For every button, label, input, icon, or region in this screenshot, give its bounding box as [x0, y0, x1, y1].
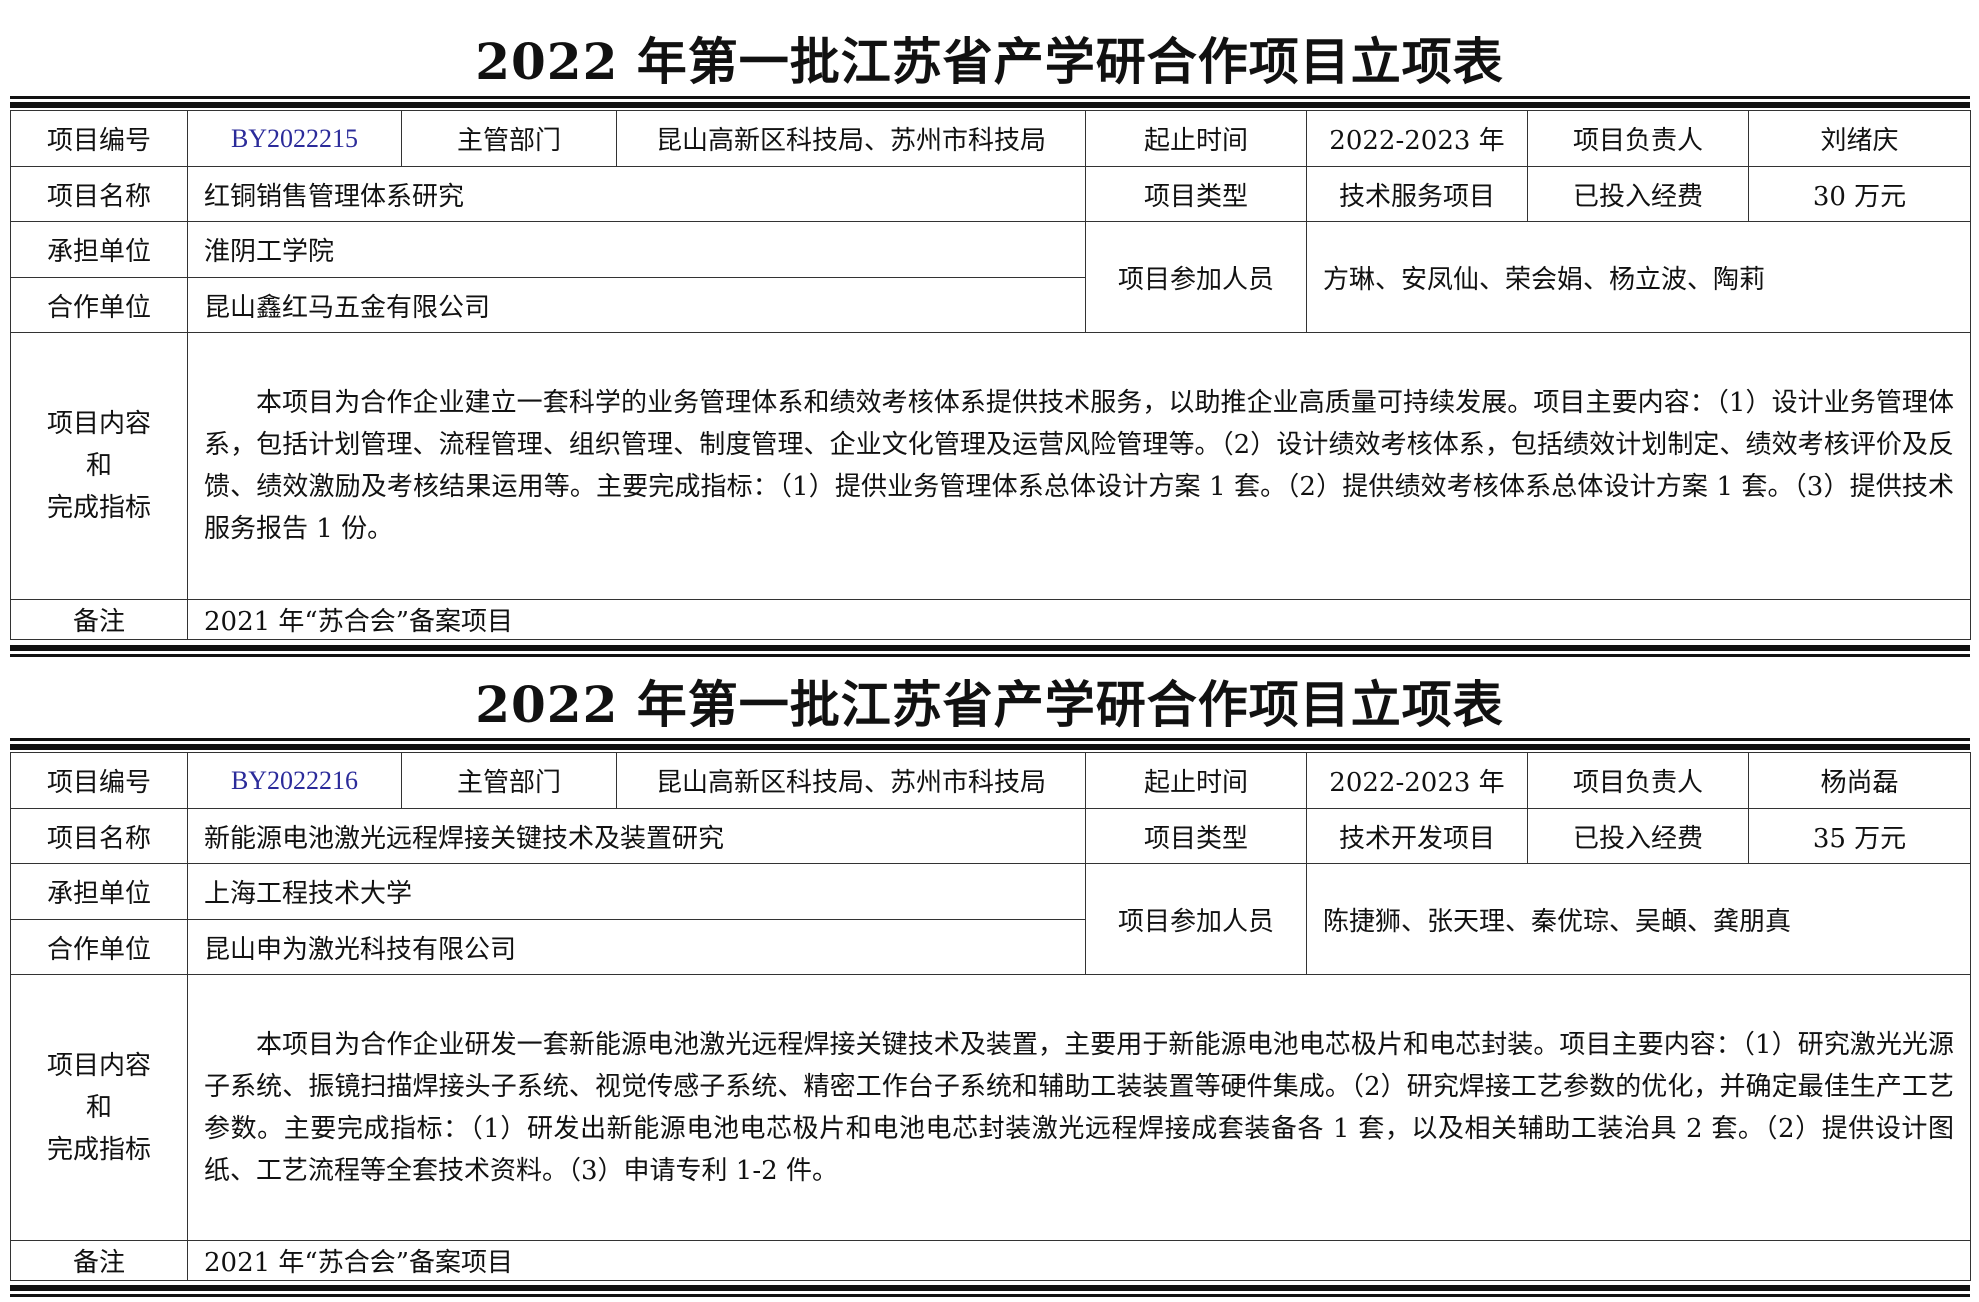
project-table: 项目编号 BY2022215 主管部门 昆山高新区科技局、苏州市科技局 起止时间…: [10, 110, 1971, 640]
label-content-line3: 完成指标: [46, 1134, 151, 1165]
label-partner: 合作单位: [10, 277, 188, 333]
type-value: 技术开发项目: [1306, 808, 1528, 864]
row-basic-info: 项目编号 BY2022216 主管部门 昆山高新区科技局、苏州市科技局 起止时间…: [10, 752, 1971, 809]
label-department: 主管部门: [401, 110, 617, 167]
leader-value: 刘绪庆: [1748, 110, 1971, 167]
row-content: 项目内容 和 完成指标 本项目为合作企业研发一套新能源电池激光远程焊接关键技术及…: [10, 974, 1971, 1241]
label-name: 项目名称: [10, 808, 188, 864]
funding-value: 35 万元: [1748, 808, 1971, 864]
period-value: 2022-2023 年: [1306, 110, 1528, 167]
label-undertaker: 承担单位: [10, 863, 188, 920]
label-leader: 项目负责人: [1527, 110, 1749, 167]
project-code: BY2022215: [187, 110, 402, 167]
participants-value: 方琳、安凤仙、荣会娟、杨立波、陶莉: [1306, 221, 1971, 333]
type-value: 技术服务项目: [1306, 166, 1528, 222]
bottom-double-rule: [10, 645, 1970, 657]
label-content-line3: 完成指标: [46, 493, 151, 523]
undertaker-value: 淮阴工学院: [187, 221, 1086, 278]
row-remark: 备注 2021 年“苏合会”备案项目: [10, 599, 1971, 640]
partner-value: 昆山鑫红马五金有限公司: [187, 277, 1086, 333]
label-period: 起止时间: [1085, 110, 1307, 167]
row-undertaker: 承担单位 上海工程技术大学 项目参加人员 陈捷狮、张天理、秦优琮、吴頔、龚朋真: [10, 863, 1971, 975]
label-remark: 备注: [10, 599, 188, 640]
partner-value: 昆山申为激光科技有限公司: [187, 919, 1086, 975]
label-department: 主管部门: [401, 752, 617, 809]
row-content: 项目内容 和 完成指标 本项目为合作企业建立一套科学的业务管理体系和绩效考核体系…: [10, 332, 1971, 600]
label-content: 项目内容 和 完成指标: [10, 332, 188, 600]
department-value: 昆山高新区科技局、苏州市科技局: [616, 110, 1086, 167]
row-remark: 备注 2021 年“苏合会”备案项目: [10, 1240, 1971, 1281]
label-code: 项目编号: [10, 752, 188, 809]
project-name: 新能源电池激光远程焊接关键技术及装置研究: [187, 808, 1086, 864]
project-code: BY2022216: [187, 752, 402, 809]
project-name: 红铜销售管理体系研究: [187, 166, 1086, 222]
label-remark: 备注: [10, 1240, 188, 1281]
label-leader: 项目负责人: [1527, 752, 1749, 809]
project-table: 项目编号 BY2022216 主管部门 昆山高新区科技局、苏州市科技局 起止时间…: [10, 752, 1971, 1281]
period-value: 2022-2023 年: [1306, 752, 1528, 809]
top-double-rule: [10, 96, 1970, 108]
remark-value: 2021 年“苏合会”备案项目: [187, 599, 1971, 640]
label-participants: 项目参加人员: [1085, 221, 1307, 333]
leader-value: 杨尚磊: [1748, 752, 1971, 809]
label-participants: 项目参加人员: [1085, 863, 1307, 975]
label-type: 项目类型: [1085, 166, 1307, 222]
label-content-line2: 和: [85, 1092, 112, 1123]
top-double-rule: [10, 738, 1970, 750]
label-partner: 合作单位: [10, 919, 188, 975]
row-name: 项目名称 新能源电池激光远程焊接关键技术及装置研究 项目类型 技术开发项目 已投…: [10, 808, 1971, 864]
label-content-line1: 项目内容: [46, 1050, 151, 1081]
department-value: 昆山高新区科技局、苏州市科技局: [616, 752, 1086, 809]
label-period: 起止时间: [1085, 752, 1307, 809]
label-code: 项目编号: [10, 110, 188, 167]
content-value: 本项目为合作企业研发一套新能源电池激光远程焊接关键技术及装置，主要用于新能源电池…: [187, 974, 1971, 1241]
participants-value: 陈捷狮、张天理、秦优琮、吴頔、龚朋真: [1306, 863, 1971, 975]
content-value: 本项目为合作企业建立一套科学的业务管理体系和绩效考核体系提供技术服务，以助推企业…: [187, 332, 1971, 600]
label-name: 项目名称: [10, 166, 188, 222]
label-content-line1: 项目内容: [46, 409, 151, 439]
row-basic-info: 项目编号 BY2022215 主管部门 昆山高新区科技局、苏州市科技局 起止时间…: [10, 110, 1971, 167]
label-undertaker: 承担单位: [10, 221, 188, 278]
row-undertaker: 承担单位 淮阴工学院 项目参加人员 方琳、安凤仙、荣会娟、杨立波、陶莉: [10, 221, 1971, 333]
label-content-line2: 和: [85, 451, 112, 481]
bottom-double-rule: [10, 1285, 1970, 1297]
label-funding: 已投入经费: [1527, 166, 1749, 222]
remark-value: 2021 年“苏合会”备案项目: [187, 1240, 1971, 1281]
funding-value: 30 万元: [1748, 166, 1971, 222]
row-name: 项目名称 红铜销售管理体系研究 项目类型 技术服务项目 已投入经费 30 万元: [10, 166, 1971, 222]
label-funding: 已投入经费: [1527, 808, 1749, 864]
undertaker-value: 上海工程技术大学: [187, 863, 1086, 920]
row-partner: 合作单位 昆山鑫红马五金有限公司: [10, 277, 1971, 333]
form-title: 2022 年第一批江苏省产学研合作项目立项表: [475, 32, 1504, 91]
label-type: 项目类型: [1085, 808, 1307, 864]
row-partner: 合作单位 昆山申为激光科技有限公司: [10, 919, 1971, 975]
content-paragraph: 本项目为合作企业研发一套新能源电池激光远程焊接关键技术及装置，主要用于新能源电池…: [204, 1029, 1954, 1186]
form-title: 2022 年第一批江苏省产学研合作项目立项表: [475, 675, 1504, 734]
content-paragraph: 本项目为合作企业建立一套科学的业务管理体系和绩效考核体系提供技术服务，以助推企业…: [204, 388, 1954, 544]
label-content: 项目内容 和 完成指标: [10, 974, 188, 1241]
